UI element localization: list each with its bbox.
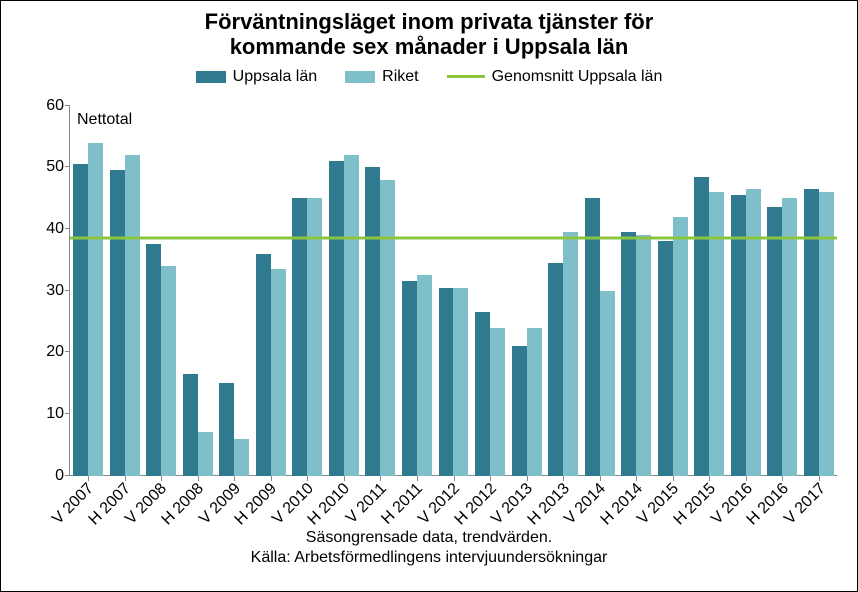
bar-uppsala — [256, 254, 271, 476]
bar-riket — [819, 192, 834, 476]
bar-uppsala — [658, 241, 673, 475]
y-tick-mark — [65, 228, 70, 229]
y-tick-label: 50 — [36, 158, 64, 176]
bar-group — [183, 106, 213, 476]
bar-uppsala — [767, 207, 782, 475]
bar-riket — [344, 155, 359, 476]
chart-area: 0102030405060 — [69, 106, 837, 476]
bar-group — [767, 106, 797, 476]
bar-uppsala — [512, 346, 527, 476]
y-tick-label: 30 — [36, 282, 64, 300]
bar-uppsala — [402, 281, 417, 475]
bar-uppsala — [365, 167, 380, 475]
bar-group — [475, 106, 505, 476]
bar-uppsala — [292, 198, 307, 476]
bar-group — [256, 106, 286, 476]
y-tick-mark — [65, 290, 70, 291]
bar-riket — [271, 269, 286, 476]
legend-swatch-genomsnitt — [447, 75, 485, 78]
bar-uppsala — [694, 177, 709, 476]
legend-item-riket: Riket — [345, 68, 418, 86]
footer-line2: Källa: Arbetsförmedlingens intervjuunder… — [251, 549, 608, 566]
bar-riket — [600, 291, 615, 476]
bar-group — [365, 106, 395, 476]
bar-group — [585, 106, 615, 476]
bar-group — [512, 106, 542, 476]
bar-group — [548, 106, 578, 476]
y-tick-label: 60 — [36, 97, 64, 115]
bar-group — [73, 106, 103, 476]
bar-group — [439, 106, 469, 476]
bar-group — [292, 106, 322, 476]
y-tick-label: 20 — [36, 343, 64, 361]
y-tick-mark — [65, 413, 70, 414]
chart-title-line2: kommande sex månader i Uppsala län — [230, 34, 629, 59]
legend-swatch-riket — [345, 71, 375, 83]
plot-area: 0102030405060 — [69, 106, 837, 476]
bar-riket — [563, 232, 578, 476]
avg-line-genomsnitt — [70, 237, 837, 240]
y-tick-mark — [65, 166, 70, 167]
bars-layer — [70, 106, 837, 476]
legend-item-uppsala: Uppsala län — [196, 68, 318, 86]
legend: Uppsala län Riket Genomsnitt Uppsala län — [1, 62, 857, 90]
bar-uppsala — [73, 164, 88, 475]
bar-riket — [490, 328, 505, 476]
bar-riket — [380, 180, 395, 476]
bar-group — [621, 106, 651, 476]
bar-uppsala — [110, 170, 125, 475]
bar-riket — [782, 198, 797, 476]
bar-uppsala — [439, 288, 454, 476]
bar-uppsala — [585, 198, 600, 476]
chart-title-line1: Förväntningsläget inom privata tjänster … — [205, 9, 654, 34]
y-tick-mark — [65, 351, 70, 352]
bar-uppsala — [219, 383, 234, 476]
x-axis-labels: V 2007H 2007V 2008H 2008V 2009H 2009V 20… — [69, 476, 837, 542]
bar-uppsala — [804, 189, 819, 476]
bar-uppsala — [146, 244, 161, 475]
bar-riket — [88, 143, 103, 476]
bar-group — [804, 106, 834, 476]
bar-uppsala — [183, 374, 198, 476]
bar-riket — [453, 288, 468, 476]
bar-uppsala — [329, 161, 344, 476]
bar-riket — [709, 192, 724, 476]
y-tick-mark — [65, 105, 70, 106]
bar-group — [694, 106, 724, 476]
bar-group — [219, 106, 249, 476]
bar-group — [146, 106, 176, 476]
legend-label-riket: Riket — [382, 68, 418, 86]
bar-uppsala — [621, 232, 636, 476]
legend-label-uppsala: Uppsala län — [233, 68, 318, 86]
bar-uppsala — [548, 263, 563, 476]
bar-riket — [417, 275, 432, 475]
legend-label-genomsnitt: Genomsnitt Uppsala län — [492, 68, 663, 86]
bar-group — [658, 106, 688, 476]
bar-riket — [125, 155, 140, 476]
y-tick-label: 10 — [36, 405, 64, 423]
bar-group — [329, 106, 359, 476]
chart-title: Förväntningsläget inom privata tjänster … — [1, 1, 857, 62]
bar-riket — [307, 198, 322, 476]
bar-group — [731, 106, 761, 476]
legend-swatch-uppsala — [196, 71, 226, 83]
bar-riket — [746, 189, 761, 476]
bar-riket — [234, 439, 249, 476]
y-tick-label: 40 — [36, 220, 64, 238]
bar-group — [402, 106, 432, 476]
bar-riket — [527, 328, 542, 476]
bar-uppsala — [475, 312, 490, 475]
bar-riket — [161, 266, 176, 476]
y-tick-label: 0 — [36, 467, 64, 485]
bar-riket — [673, 217, 688, 476]
bar-riket — [636, 235, 651, 476]
bar-riket — [198, 432, 213, 475]
bar-group — [110, 106, 140, 476]
legend-item-genomsnitt: Genomsnitt Uppsala län — [447, 68, 663, 86]
